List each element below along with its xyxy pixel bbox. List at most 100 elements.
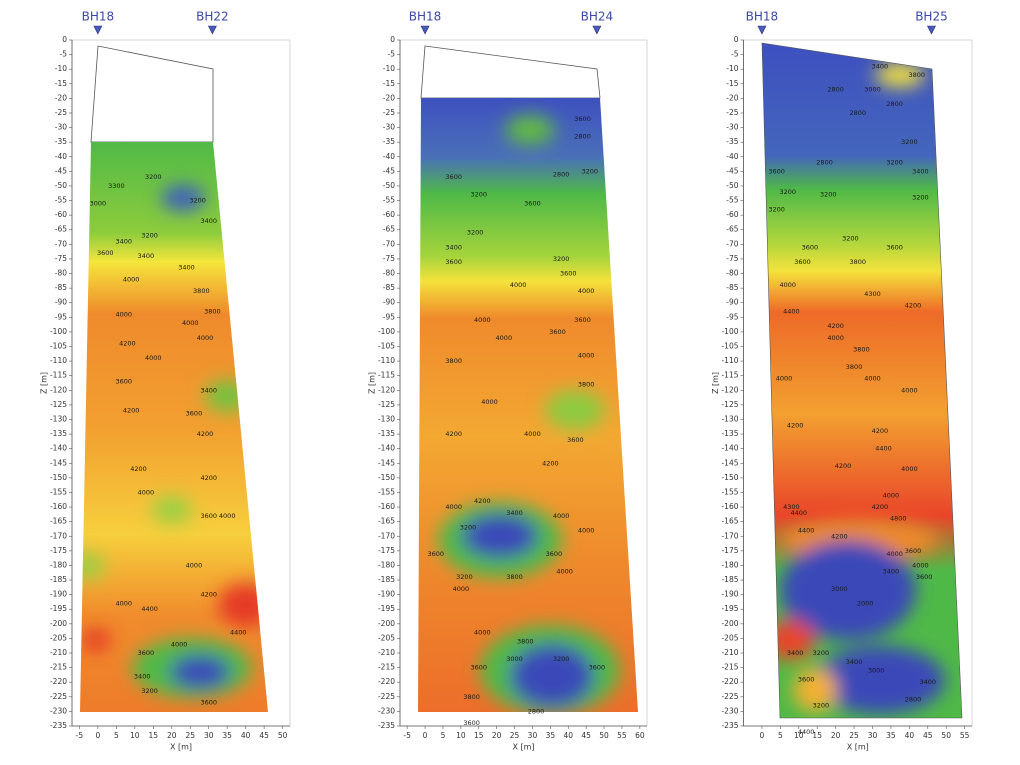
y-tick-label: -95 [726,312,738,321]
y-tick-label: -40 [55,152,67,161]
y-tick-label: -105 [721,342,738,351]
y-tick-label: -215 [378,663,395,672]
contour-label: 4800 [890,515,907,523]
y-tick-label: -10 [726,64,738,73]
contour-label: 3600 [200,512,217,520]
contour-label: 3600 [560,270,577,278]
contour-label: 3800 [204,307,221,315]
contour-label: 3300 [108,182,125,190]
contour-label: 4000 [779,281,796,289]
y-tick-label: -135 [721,429,738,438]
contour-label: 2800 [816,159,833,167]
x-tick-label: 0 [760,731,765,740]
y-tick-label: -195 [378,604,395,613]
x-tick-label: 60 [635,731,645,740]
y-tick-label: -180 [378,560,395,569]
contour-label: 3600 [916,573,933,581]
contour-label: 4000 [776,375,793,383]
y-tick-label: -20 [383,93,395,102]
y-tick-label: -115 [50,371,67,380]
y-tick-label: -225 [721,692,738,701]
contour-label: 3200 [141,687,158,695]
y-tick-label: -235 [721,721,738,730]
y-tick-label: -120 [378,385,395,394]
y-tick-label: -65 [726,225,738,234]
contour-label: 4000 [864,375,881,383]
x-tick-label: 35 [222,731,232,740]
y-tick-label: -35 [55,137,67,146]
contour-label: 3600 [905,547,922,555]
y-tick-label: -25 [383,108,395,117]
contour-label: 3400 [200,217,217,225]
y-tick-label: -130 [378,414,395,423]
contour-label: 3200 [189,197,206,205]
contour-label: 3400 [506,509,523,517]
x-tick-label: 25 [849,731,859,740]
y-tick-label: -175 [378,546,395,555]
y-tick-label: -130 [721,414,738,423]
contour-label: 4200 [123,407,140,415]
y-tick-label: -215 [721,663,738,672]
y-tick-label: -40 [383,152,395,161]
y-tick-label: -105 [378,342,395,351]
contour-label: 3800 [517,637,534,645]
x-tick-label: 50 [941,731,951,740]
borehole-label: BH18 [409,10,442,24]
y-tick-label: -165 [50,517,67,526]
contour-label: 3400 [787,649,804,657]
y-tick-label: -40 [726,152,738,161]
contour-label: 4000 [115,310,132,318]
y-tick-label: -220 [721,677,738,686]
y-tick-label: -80 [55,269,67,278]
contour-label: 3400 [115,237,132,245]
contour-label: 4000 [123,275,140,283]
y-tick-label: -135 [378,429,395,438]
borehole-marker [93,25,103,35]
y-tick-label: -115 [721,371,738,380]
borehole-marker [926,25,936,35]
contour-label: 3600 [546,550,563,558]
y-axis-label: Z [m] [368,372,377,394]
y-tick-label: -80 [726,269,738,278]
borehole-marker [592,25,602,35]
contour-label: 3200 [820,191,837,199]
contour-label: 4000 [901,386,918,394]
contour-label: 3800 [849,258,866,266]
y-tick-label: -125 [721,400,738,409]
contour-label: 4400 [783,307,800,315]
contour-label: 3200 [467,229,484,237]
contour-label: 4000 [115,599,132,607]
x-axis-label: X [m] [512,743,534,752]
x-tick-label: 55 [617,731,627,740]
y-tick-label: -110 [721,356,738,365]
contour-label: 3200 [470,191,487,199]
y-tick-label: -10 [383,64,395,73]
contour-label: 4000 [474,629,491,637]
y-tick-label: -90 [55,298,67,307]
contour-label: 4400 [230,629,247,637]
contour-label: 3600 [445,258,462,266]
contour-label: 3200 [842,235,859,243]
contour-label: 3400 [445,243,462,251]
contour-label: 3400 [872,62,889,70]
y-axis-label: Z [m] [711,372,720,394]
contour-label: 4000 [445,503,462,511]
x-tick-label: 40 [563,731,573,740]
y-tick-label: -90 [383,298,395,307]
y-tick-label: -230 [50,706,67,715]
y-tick-label: -50 [726,181,738,190]
x-tick-label: 5 [441,731,446,740]
y-tick-label: -15 [55,79,67,88]
y-tick-label: -155 [721,487,738,496]
y-tick-label: -60 [55,210,67,219]
y-tick-label: -175 [721,546,738,555]
contour-label: 3000 [90,199,107,207]
y-tick-label: -225 [50,692,67,701]
x-tick-label: 30 [868,731,878,740]
contour-label: 3600 [115,378,132,386]
contour-label: 4200 [872,427,889,435]
contour-label: 4200 [542,459,559,467]
x-tick-label: 25 [185,731,195,740]
contour-label: 4200 [200,591,217,599]
borehole-marker [207,25,217,35]
